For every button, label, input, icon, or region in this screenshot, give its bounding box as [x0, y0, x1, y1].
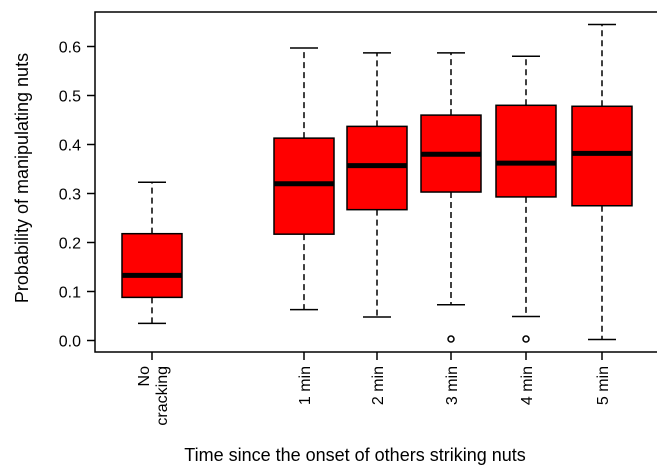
y-tick-label: 0.0: [59, 334, 81, 351]
x-tick-label: 2 min: [370, 366, 387, 405]
y-tick-label: 0.3: [59, 187, 81, 204]
iqr-box: [571, 105, 633, 207]
box-group: [495, 55, 557, 343]
x-tick-label: 4 min: [519, 366, 536, 405]
x-axis-title: Time since the onset of others striking …: [184, 445, 526, 465]
box-group: [346, 52, 408, 318]
y-tick-label: 0.2: [59, 236, 81, 253]
x-tick-label: 1 min: [297, 366, 314, 405]
plot-frame: [94, 11, 657, 353]
x-tick-label: cracking: [154, 366, 171, 426]
box-group: [121, 181, 183, 325]
y-tick-label: 0.5: [59, 89, 81, 106]
box-group: [571, 23, 633, 341]
x-tick-label: 3 min: [444, 366, 461, 405]
x-tick-label: No: [136, 366, 153, 387]
box-group: [273, 47, 335, 311]
y-axis-title: Probability of manipulating nuts: [12, 53, 32, 303]
y-tick-label: 0.6: [59, 40, 81, 57]
outlier-point: [522, 335, 530, 343]
y-tick-label: 0.1: [59, 285, 81, 302]
x-tick-label: 5 min: [595, 366, 612, 405]
iqr-box: [495, 104, 557, 198]
box-group: [420, 52, 482, 343]
y-tick-label: 0.4: [59, 138, 81, 155]
outlier-point: [447, 335, 455, 343]
iqr-box: [121, 232, 183, 299]
